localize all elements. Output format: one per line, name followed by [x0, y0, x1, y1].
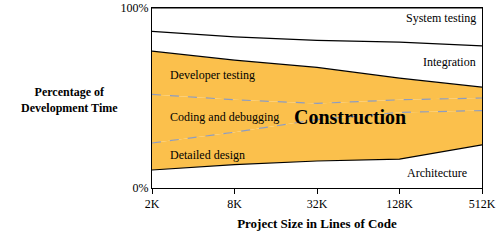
svg-text:Coding and debugging: Coding and debugging	[170, 110, 279, 124]
svg-text:100%: 100%	[121, 1, 149, 15]
svg-text:8K: 8K	[227, 197, 242, 211]
svg-text:Detailed design: Detailed design	[170, 148, 245, 162]
svg-text:512K: 512K	[469, 197, 496, 211]
svg-text:0%: 0%	[133, 181, 149, 195]
svg-text:128K: 128K	[386, 197, 413, 211]
svg-text:System testing: System testing	[406, 11, 476, 25]
svg-text:Construction: Construction	[294, 106, 406, 128]
svg-text:2K: 2K	[145, 197, 160, 211]
svg-text:Integration: Integration	[423, 55, 476, 69]
svg-text:Architecture: Architecture	[407, 166, 467, 180]
svg-text:Developer testing: Developer testing	[170, 68, 255, 82]
svg-text:Percentage ofDevelopment Time: Percentage ofDevelopment Time	[21, 85, 118, 115]
svg-text:Project Size in Lines of Code: Project Size in Lines of Code	[237, 216, 397, 231]
svg-text:32K: 32K	[307, 197, 328, 211]
